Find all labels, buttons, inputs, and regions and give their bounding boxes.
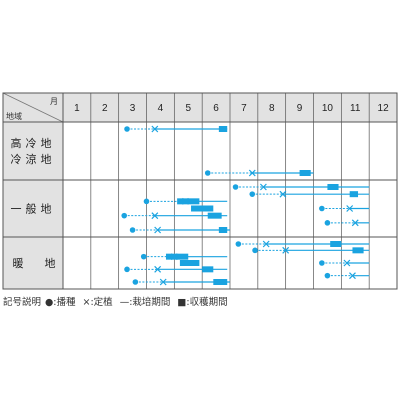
harvest-period-bar	[207, 212, 222, 219]
grid-lines	[2, 92, 398, 290]
schedule-row	[143, 197, 228, 205]
harvest-period-bar	[327, 184, 339, 190]
region-label-highland: 冷涼地	[11, 152, 56, 166]
region-label-highland: 高冷地	[11, 136, 56, 150]
legend-harvest: ■:収穫期間	[177, 294, 227, 308]
planting-mark	[248, 169, 256, 177]
planting-mark	[154, 265, 162, 273]
sowing-mark	[319, 205, 325, 212]
harvest-period-bar	[218, 227, 228, 233]
harvest-period-bar	[218, 126, 228, 132]
sowing-mark	[121, 212, 128, 219]
planting-mark	[351, 219, 359, 227]
month-header-2: 2	[102, 103, 108, 114]
legend-title: 記号説明	[3, 297, 42, 308]
planting-mark	[346, 205, 354, 212]
month-header-3: 3	[130, 103, 136, 114]
corner-month-label: 月	[50, 97, 58, 106]
schedule-row	[232, 183, 370, 191]
harvest-period-bar	[177, 198, 200, 205]
sowing-mark	[319, 260, 325, 266]
corner-diagonal	[2, 92, 64, 123]
harvest-period-bar	[202, 266, 214, 273]
cultivation-calendar: 月 地域 1 2 3 4 5 6 7 8 9 10 11 12 高冷地冷涼地一般地暖地	[2, 92, 398, 290]
month-header-12: 12	[378, 103, 390, 114]
sowing-mark	[129, 227, 136, 233]
month-header-4: 4	[158, 103, 164, 114]
schedule-row	[132, 278, 230, 286]
sowing-mark	[252, 247, 258, 254]
schedule-row	[124, 125, 228, 133]
sowing-mark	[132, 279, 139, 285]
sowing-mark	[232, 184, 239, 190]
month-header-8: 8	[269, 103, 275, 114]
planting-mark	[282, 246, 290, 254]
planting-mark	[151, 125, 159, 133]
harvest-period-bar	[213, 279, 228, 285]
sowing-mark	[124, 126, 130, 132]
month-header-9: 9	[297, 103, 303, 114]
schedule-row	[124, 265, 228, 273]
month-header-10: 10	[322, 103, 334, 114]
month-header-7: 7	[241, 103, 247, 114]
harvest-period-bar	[165, 253, 189, 260]
planting-mark	[279, 190, 287, 198]
legend-grow-text: —:栽培期間	[119, 297, 171, 308]
month-headers: 1 2 3 4 5 6 7 8 9 10 11 12	[74, 103, 389, 114]
planting-mark	[259, 183, 267, 191]
harvest-period-bar	[330, 241, 342, 247]
harvest-period-bar	[299, 170, 311, 176]
legend-sow: ●:播種	[45, 294, 76, 308]
legend-plant: ×:定植	[83, 294, 113, 308]
outer-border	[2, 92, 398, 290]
sowing-mark	[249, 191, 256, 197]
schedule-row	[179, 259, 370, 267]
schedule-row	[129, 226, 230, 234]
schedule-row	[140, 253, 228, 261]
harvest-period-bar	[349, 191, 359, 198]
month-header-1: 1	[74, 103, 80, 114]
schedule-row	[324, 219, 370, 227]
region-label-warm: 暖	[13, 257, 24, 270]
harvest-period-bar	[191, 205, 214, 212]
sowing-mark	[140, 253, 147, 260]
region-label-warm: 地	[45, 257, 56, 270]
legend-plant-text: ×:定植	[82, 297, 113, 308]
header-row	[3, 93, 397, 122]
month-header-6: 6	[213, 103, 219, 114]
corner-region-label: 地域	[6, 111, 22, 121]
harvest-period-bar	[352, 247, 364, 254]
harvest-period-bar	[179, 260, 200, 266]
planting-mark	[151, 212, 159, 220]
schedule-row	[191, 205, 370, 212]
schedule-row	[121, 212, 228, 220]
schedule-rows	[121, 125, 370, 286]
planting-mark	[159, 278, 167, 286]
region-column-bg	[3, 122, 63, 289]
sowing-mark	[324, 220, 331, 226]
planting-mark	[262, 240, 270, 248]
schedule-row	[204, 169, 314, 177]
legend: 記号説明 ●:播種 ×:定植 —:栽培期間 ■:収穫期間	[3, 294, 397, 308]
sowing-mark	[235, 241, 242, 247]
schedule-row	[235, 240, 370, 248]
month-header-5: 5	[185, 103, 191, 114]
schedule-row	[249, 190, 370, 198]
month-header-11: 11	[350, 103, 361, 114]
schedule-row	[324, 272, 370, 280]
sowing-mark	[324, 272, 331, 279]
planting-mark	[154, 226, 162, 234]
sowing-mark	[143, 198, 150, 205]
legend-harvest-text: ■:収穫期間	[177, 297, 228, 308]
planting-mark	[343, 259, 351, 267]
legend-grow: —:栽培期間	[120, 294, 171, 308]
planting-mark	[349, 272, 356, 280]
schedule-row	[252, 246, 370, 254]
legend-sow-text: ●:播種	[45, 297, 76, 308]
sowing-mark	[204, 170, 211, 176]
region-label-general: 一般地	[11, 203, 56, 216]
sowing-mark	[124, 266, 130, 273]
